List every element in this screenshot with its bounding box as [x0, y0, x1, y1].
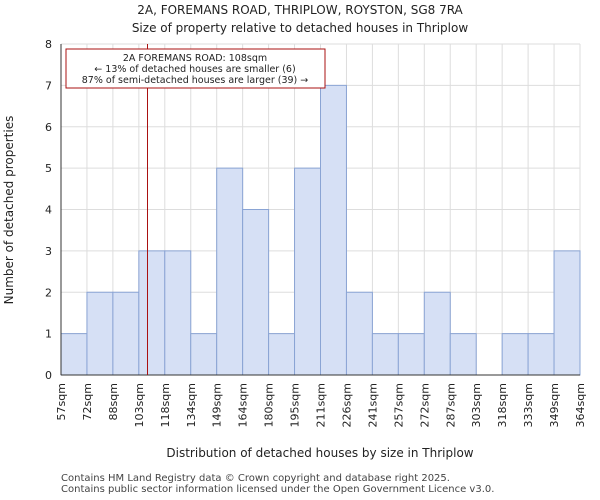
bar-72sqm: [86, 291, 114, 376]
x-tick-label: 149sqm: [211, 383, 224, 427]
x-tick-labels: 57sqm 72sqm 88sqm 103sqm 118sqm 134sqm 149sqm 1…: [55, 383, 587, 427]
y-tick-label: 3: [45, 245, 52, 258]
annotation-line3: 87% of semi-detached houses are larger (…: [82, 75, 309, 86]
bar-257sqm: [397, 333, 425, 376]
footer: Contains HM Land Registry data © Crown c…: [61, 473, 494, 495]
bar-134sqm: [190, 333, 218, 376]
bar-57sqm: [60, 333, 88, 376]
x-tick-label: 88sqm: [107, 383, 120, 420]
x-tick-label: 241sqm: [366, 383, 379, 427]
bar-164sqm: [242, 209, 270, 376]
annotation-line2: ← 13% of detached houses are smaller (6): [94, 64, 295, 75]
x-tick-label: 118sqm: [159, 383, 172, 427]
x-tick-label: 72sqm: [81, 383, 94, 420]
bar-211sqm: [320, 84, 347, 376]
y-tick-label: 7: [45, 79, 52, 92]
y-tick-label: 6: [45, 121, 52, 134]
chart-title-line1: 2A, FOREMANS ROAD, THRIPLOW, ROYSTON, SG…: [137, 3, 463, 17]
y-tick-label: 0: [45, 369, 52, 382]
y-axis-label: Number of detached properties: [2, 116, 16, 305]
y-tick-label: 2: [45, 286, 52, 299]
x-tick-label: 103sqm: [133, 383, 146, 427]
annotation-box: 2A FOREMANS ROAD: 108sqm ← 13% of detach…: [65, 48, 326, 89]
x-tick-label: 287sqm: [444, 383, 457, 427]
y-tick-label: 8: [45, 38, 52, 51]
y-tick-label: 4: [45, 204, 52, 217]
x-tick-label: 180sqm: [263, 383, 276, 427]
bar-149sqm: [216, 167, 244, 376]
x-tick-label: 272sqm: [418, 383, 431, 427]
x-tick-label: 195sqm: [289, 383, 302, 427]
footer-line1: Contains HM Land Registry data © Crown c…: [61, 473, 450, 484]
bar-180sqm: [268, 333, 296, 376]
x-tick-label: 257sqm: [392, 383, 405, 427]
bar-118sqm: [164, 250, 192, 376]
annotation-line1: 2A FOREMANS ROAD: 108sqm: [123, 53, 267, 64]
annotation-frame: [65, 48, 326, 89]
x-tick-label: 57sqm: [55, 383, 68, 420]
bar-195sqm: [294, 167, 321, 376]
bar-333sqm: [527, 333, 555, 376]
x-axis-label: Distribution of detached houses by size …: [166, 446, 473, 460]
footer-line2: Contains public sector information licen…: [61, 484, 495, 495]
bar-272sqm: [423, 291, 451, 376]
x-tick-label: 134sqm: [185, 383, 198, 427]
x-tick-label: 349sqm: [548, 383, 561, 427]
x-tick-label: 211sqm: [315, 383, 328, 427]
bar-349sqm: [553, 250, 581, 376]
y-tick-label: 5: [45, 162, 52, 175]
chart-title-line2: Size of property relative to detached ho…: [132, 21, 469, 35]
y-tick-labels: 0 1 2 3 4 5 6 7 8: [45, 38, 52, 382]
bar-226sqm: [345, 291, 373, 376]
bar-287sqm: [449, 333, 477, 376]
x-tick-label: 164sqm: [237, 383, 250, 427]
x-tick-label: 226sqm: [340, 383, 353, 427]
x-tick-label: 303sqm: [470, 383, 483, 427]
x-tick-label: 333sqm: [522, 383, 535, 427]
y-tick-label: 1: [45, 328, 52, 341]
bar-318sqm: [501, 333, 529, 376]
bar-103sqm: [138, 250, 166, 376]
bar-88sqm: [112, 291, 140, 376]
bar-241sqm: [371, 333, 399, 376]
x-tick-label: 364sqm: [574, 383, 587, 427]
x-tick-label: 318sqm: [496, 383, 509, 427]
